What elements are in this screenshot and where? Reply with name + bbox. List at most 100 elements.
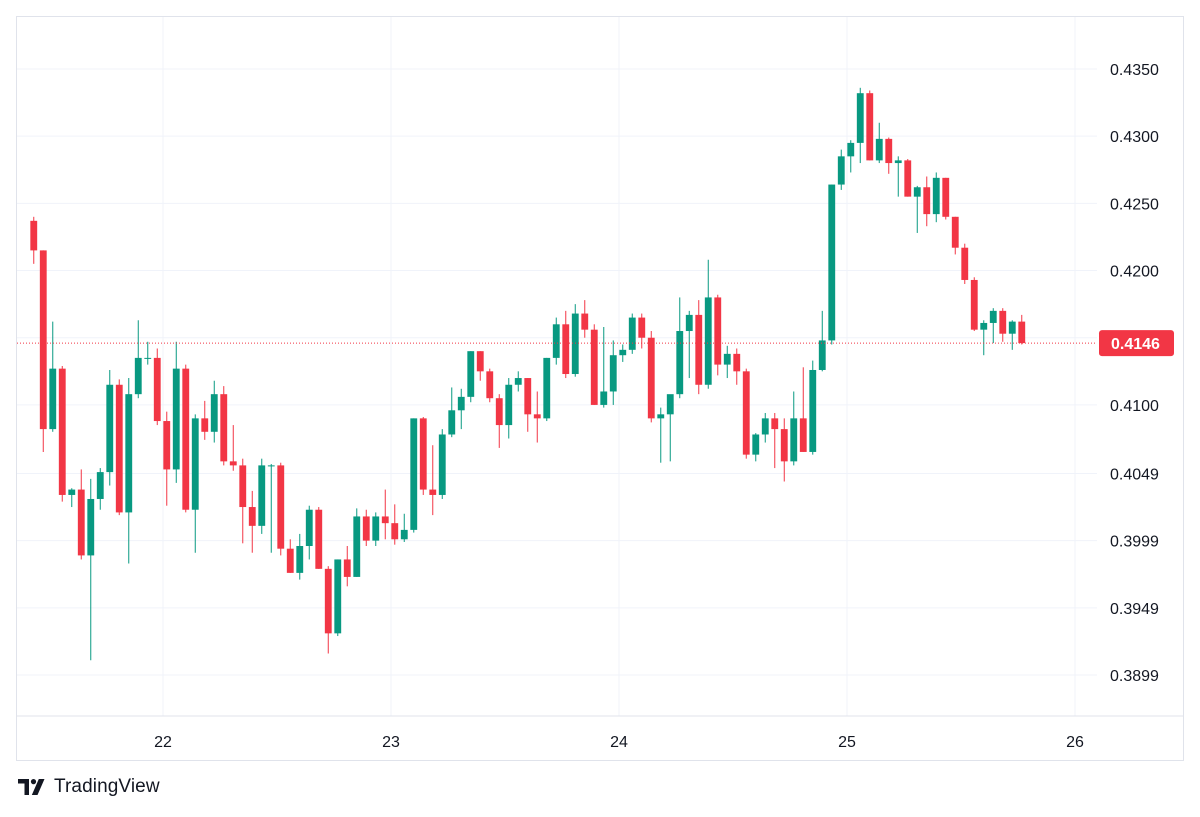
candle-body <box>448 410 456 435</box>
y-tick-label: 0.3949 <box>1110 601 1159 618</box>
chart-panel[interactable]: 0.38990.39490.39990.40490.41000.41500.42… <box>16 16 1184 761</box>
candle-body <box>210 394 218 432</box>
candlestick-chart[interactable]: 0.38990.39490.39990.40490.41000.41500.42… <box>17 17 1183 760</box>
candle <box>277 462 285 556</box>
candle-body <box>134 357 142 395</box>
candle-body <box>486 371 494 399</box>
candle <box>581 300 589 338</box>
candle <box>362 509 370 547</box>
candle <box>533 391 541 443</box>
candle <box>856 87 864 164</box>
candle <box>334 559 342 637</box>
candle-body <box>220 394 228 462</box>
candle-body <box>476 351 484 372</box>
candle <box>505 378 513 439</box>
candle-body <box>1018 321 1026 344</box>
candle-body <box>742 371 750 455</box>
candle-body <box>372 516 380 541</box>
x-tick-label: 25 <box>838 734 856 751</box>
candle <box>419 417 427 495</box>
candle <box>58 365 66 502</box>
candle <box>647 331 655 423</box>
candle-body <box>562 324 570 375</box>
tradingview-branding[interactable]: TradingView <box>18 776 160 798</box>
candle <box>695 300 703 395</box>
x-tick-label: 24 <box>610 734 628 751</box>
candle-body <box>885 138 893 164</box>
candle <box>704 259 712 389</box>
candle <box>305 505 313 560</box>
y-tick-label: 0.4250 <box>1110 196 1159 213</box>
time-axis[interactable]: 22 23 24 25 26 <box>154 734 1084 751</box>
candle <box>495 394 503 448</box>
price-axis[interactable]: 0.38990.39490.39990.40490.41000.41500.42… <box>1110 62 1159 685</box>
candle-body <box>970 279 978 330</box>
candle-body <box>39 250 47 430</box>
brand-name: TradingView <box>54 776 160 797</box>
candle-body <box>581 313 589 330</box>
candle-body <box>30 220 38 251</box>
candle-body <box>647 337 655 419</box>
candle <box>790 391 798 466</box>
candle <box>429 445 437 516</box>
candle-body <box>704 297 712 385</box>
candle-body <box>514 378 522 385</box>
last-price-label: 0.4146 <box>1111 336 1160 353</box>
last-price-badge: 0.4146 <box>1099 330 1174 357</box>
candle <box>87 478 95 661</box>
candle <box>115 379 123 516</box>
candle-body <box>58 368 66 495</box>
candle <box>837 149 845 190</box>
candle <box>970 277 978 332</box>
candle-body <box>296 546 304 573</box>
candle <box>628 313 636 354</box>
candle-body <box>77 489 85 556</box>
candle-body <box>666 394 674 415</box>
last-price-badge-bg <box>1099 330 1174 357</box>
candle-body <box>999 310 1007 334</box>
candle <box>600 326 608 408</box>
candle <box>923 176 931 227</box>
y-tick-label: 0.4300 <box>1110 129 1159 146</box>
grid <box>17 17 1097 716</box>
candle <box>258 458 266 534</box>
candle-body <box>609 355 617 392</box>
candle <box>619 344 627 362</box>
candle-body <box>828 184 836 341</box>
y-tick-label: 0.4350 <box>1110 62 1159 79</box>
candle <box>571 304 579 377</box>
candle-body <box>571 313 579 375</box>
candle-body <box>733 353 741 372</box>
candle-body <box>106 384 114 473</box>
candle-body <box>429 489 437 495</box>
candle-body <box>505 384 513 426</box>
candle-body <box>1008 321 1016 334</box>
candle-body <box>619 349 627 356</box>
candle <box>296 533 304 580</box>
candle-body <box>115 384 123 513</box>
candle-body <box>125 394 133 513</box>
candle <box>761 412 769 443</box>
candle-body <box>856 93 864 143</box>
candle-body <box>752 434 760 455</box>
candle <box>733 348 741 385</box>
candle-body <box>799 418 807 452</box>
candle <box>980 320 988 356</box>
candle <box>676 297 684 399</box>
candle-body <box>410 418 418 530</box>
candle-body <box>353 516 361 577</box>
candle <box>799 367 807 452</box>
candle <box>134 320 142 399</box>
candle <box>353 508 361 577</box>
candle-body <box>381 516 389 524</box>
candle <box>381 489 389 540</box>
candle <box>486 368 494 403</box>
candle <box>894 156 902 197</box>
candle <box>106 369 114 486</box>
candle-body <box>932 177 940 215</box>
candle <box>286 539 294 573</box>
candle-body <box>951 216 959 248</box>
y-tick-label: 0.3899 <box>1110 668 1159 685</box>
candle-body <box>438 434 446 495</box>
candle-body <box>286 548 294 573</box>
